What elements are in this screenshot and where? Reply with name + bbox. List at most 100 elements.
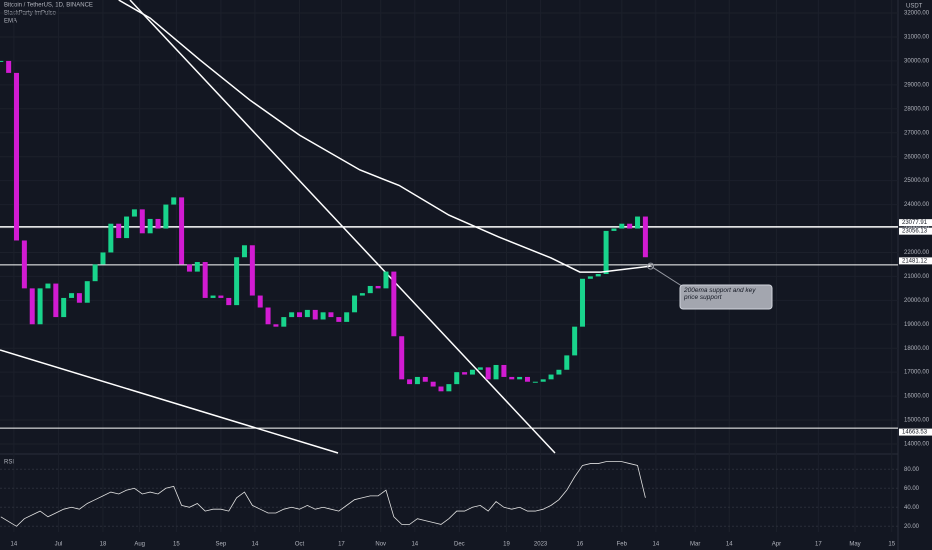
x-tick-label: 17 (815, 542, 822, 548)
indicator-label: BlackParty ImPulse (4, 11, 57, 17)
candle (210, 295, 216, 298)
candle (273, 324, 279, 327)
y-tick-label: 27000.00 (904, 130, 930, 136)
candle (564, 355, 570, 370)
annotation-arrow (650, 265, 686, 289)
candle (540, 379, 546, 382)
trendline (0, 349, 339, 454)
candle (344, 312, 350, 322)
candle (328, 312, 334, 318)
candle (179, 197, 185, 265)
candle (493, 364, 499, 380)
candle (234, 257, 240, 306)
candle (312, 309, 318, 320)
candle (611, 228, 617, 231)
candle (359, 293, 365, 296)
candle (163, 204, 169, 229)
candle (619, 223, 625, 229)
candle (477, 367, 483, 370)
ema-line (118, 0, 651, 273)
candle (61, 297, 67, 318)
x-tick-label: 14 (252, 542, 259, 548)
candle (438, 386, 444, 392)
candle (580, 278, 586, 327)
price-label-box (899, 428, 932, 436)
candle (281, 317, 287, 327)
candle (155, 218, 161, 229)
x-tick-label: 14 (653, 542, 660, 548)
candle (304, 309, 310, 318)
candle (226, 297, 232, 306)
x-tick-label: Aug (134, 542, 145, 548)
candle (375, 285, 381, 289)
candle (635, 216, 641, 229)
y-tick-label: 14000.00 (904, 442, 930, 448)
candle (6, 60, 12, 73)
rsi-tick-label: 60.00 (904, 486, 920, 492)
y-tick-label: 26000.00 (904, 154, 930, 160)
candle (45, 283, 51, 289)
candle (407, 379, 413, 385)
y-tick-label: 32000.00 (904, 11, 930, 17)
candle (627, 223, 633, 229)
x-tick-label: Feb (617, 542, 628, 548)
candle (399, 336, 405, 380)
candle (501, 364, 507, 377)
indicator-label: EMA (4, 19, 17, 25)
x-tick-label: 14 (726, 542, 733, 548)
x-tick-label: 17 (338, 542, 345, 548)
candle (139, 209, 145, 234)
candle (37, 288, 43, 325)
candle (84, 281, 90, 303)
annotation-anchor (647, 262, 655, 270)
candle (336, 317, 342, 322)
candle (289, 312, 295, 318)
price-label-box (899, 219, 932, 227)
candle (572, 326, 578, 356)
candle (147, 218, 153, 234)
price-label: 14663.53 (902, 430, 928, 436)
price-label: 23077.91 (902, 220, 928, 226)
candle (391, 271, 397, 337)
candle (454, 372, 460, 385)
y-tick-label: 29000.00 (904, 82, 930, 88)
candle (76, 293, 82, 303)
price-label-box (899, 257, 932, 265)
candle (320, 312, 326, 320)
candle (202, 262, 208, 298)
price-label: 23056.13 (902, 229, 928, 235)
x-tick-label: 18 (100, 542, 107, 548)
candle (21, 240, 27, 289)
x-tick-label: Nov (375, 542, 386, 548)
rsi-tick-label: 20.00 (904, 524, 920, 530)
candle (642, 216, 648, 258)
x-tick-label: Jul (55, 542, 63, 548)
candle (257, 295, 263, 308)
candle (218, 295, 224, 298)
candle (100, 252, 106, 265)
candle (485, 367, 491, 380)
candle (462, 372, 468, 375)
rsi-tick-label: 40.00 (904, 505, 920, 511)
candle (595, 273, 601, 277)
candle (124, 216, 130, 239)
candle (241, 245, 247, 258)
annotation-text: 200ema support and key price support (684, 287, 756, 301)
y-tick-label: 20000.00 (904, 298, 930, 304)
candle (469, 369, 475, 375)
candle (587, 276, 593, 279)
candle (194, 262, 200, 272)
y-tick-label: 31000.00 (904, 35, 930, 41)
candle (352, 295, 358, 313)
candle (53, 283, 59, 318)
candle (108, 223, 114, 253)
x-tick-label: Sep (216, 542, 227, 548)
candle (548, 374, 554, 380)
y-tick-label: 24000.00 (904, 202, 930, 208)
candle (92, 264, 98, 282)
x-tick-label: 14 (411, 542, 418, 548)
candle (414, 376, 420, 385)
candle (297, 312, 303, 318)
candle (383, 271, 389, 289)
